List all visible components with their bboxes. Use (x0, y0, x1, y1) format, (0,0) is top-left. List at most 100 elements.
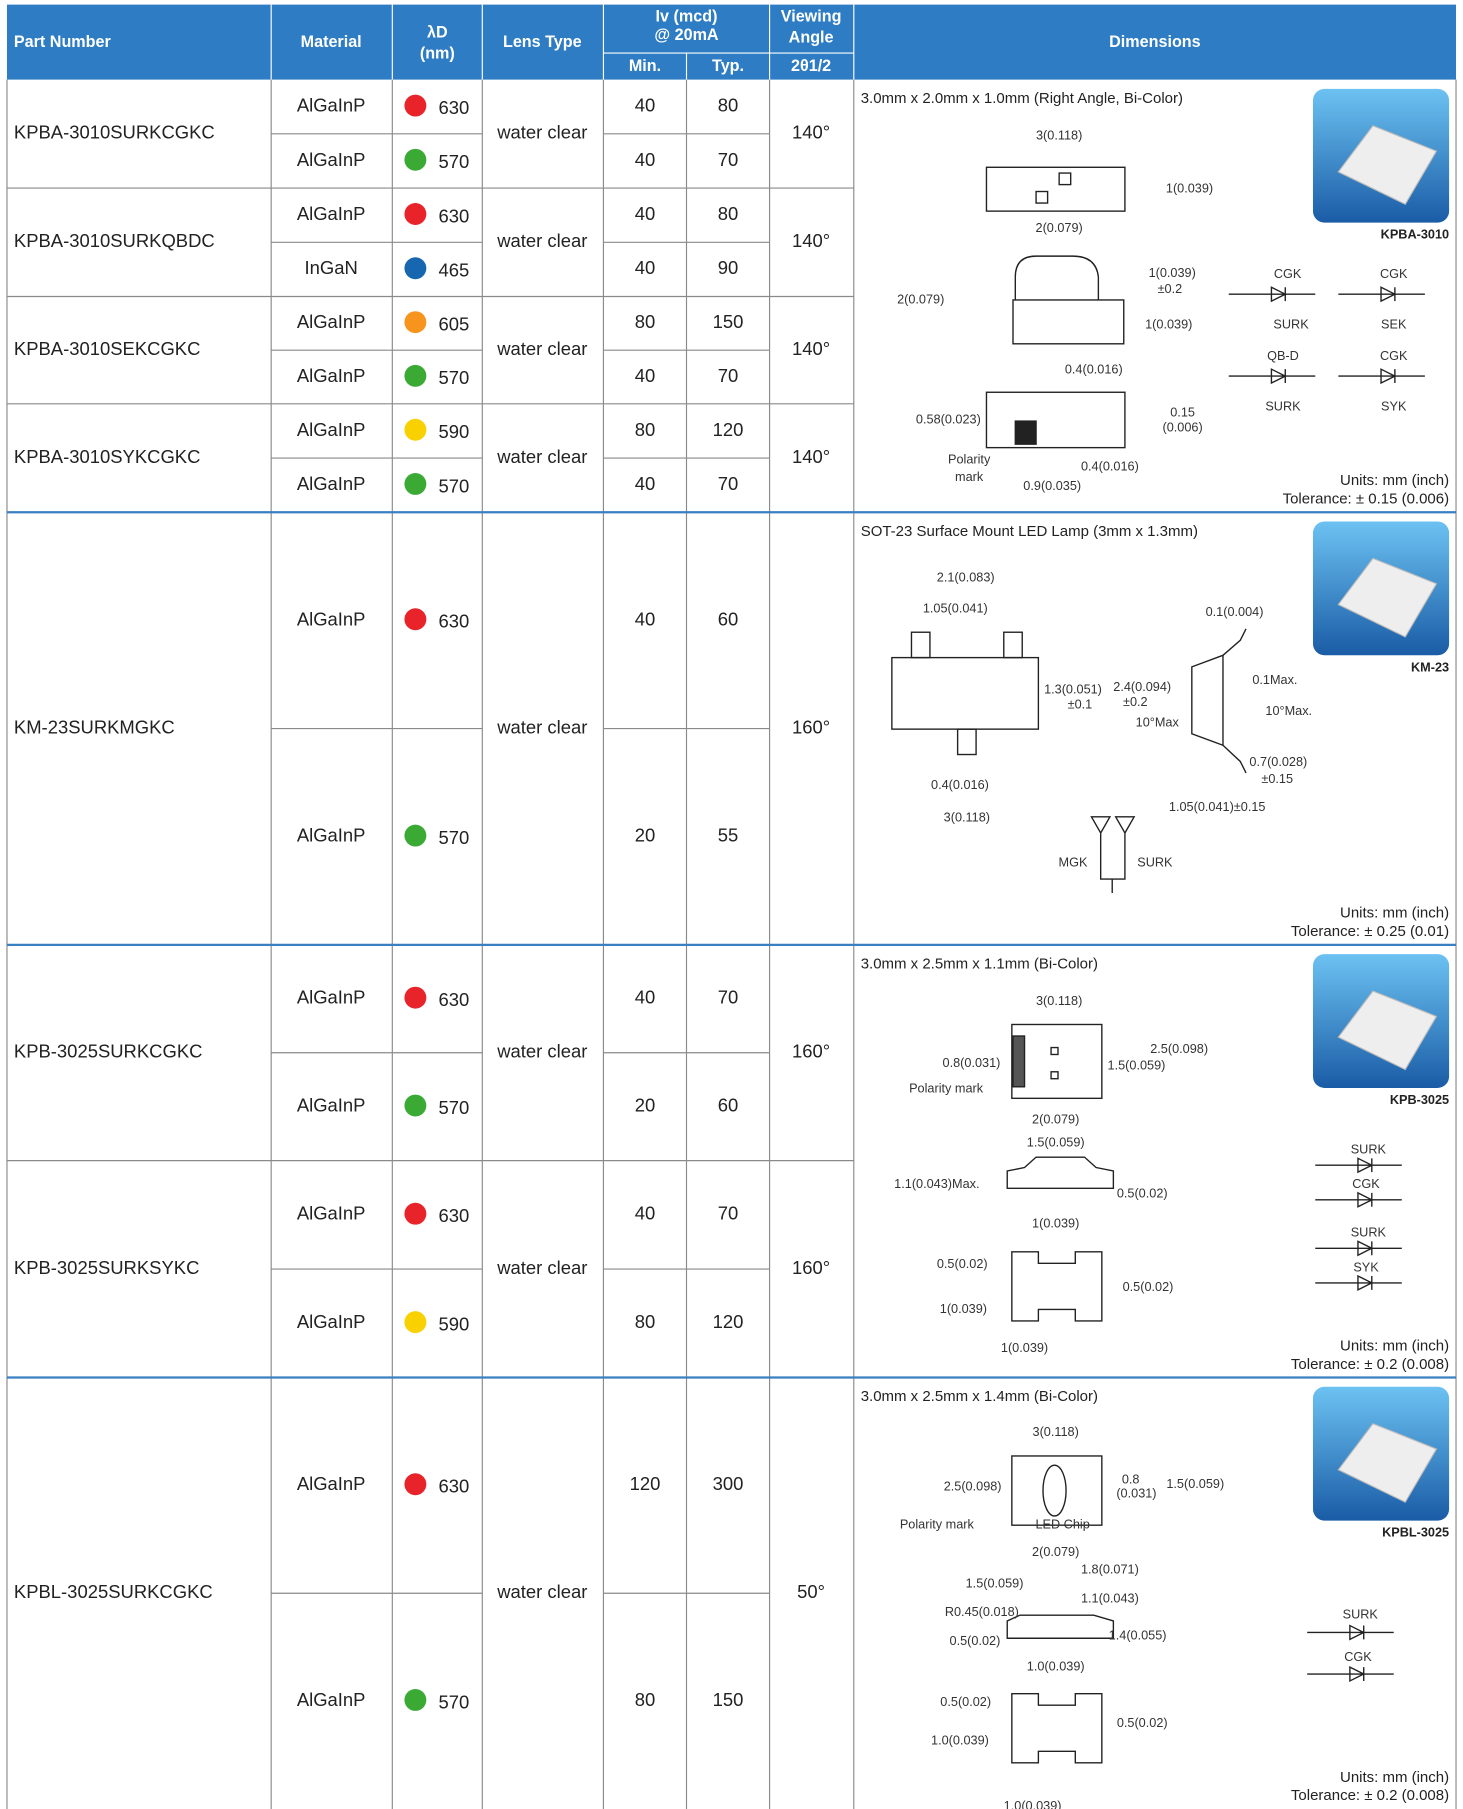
wavelength: 465 (438, 260, 469, 281)
iv-typ: 120 (713, 419, 744, 440)
dimension-label: CGK (1380, 267, 1408, 281)
color-dot (404, 257, 427, 280)
dimension-label: SYK (1381, 400, 1407, 414)
dimension-label: 0.5(0.02) (1117, 1186, 1168, 1200)
lens-type: water clear (496, 230, 587, 251)
viewing-angle: 140° (792, 122, 830, 143)
units: Units: mm (inch) (1340, 905, 1449, 922)
iv-min: 40 (635, 987, 656, 1008)
lens-type: water clear (496, 446, 587, 467)
color-dot (404, 1202, 427, 1225)
dimension-label: QB-D (1267, 349, 1299, 363)
dimension-label: 2(0.079) (897, 292, 944, 306)
dimension-label: CGK (1352, 1177, 1380, 1191)
wavelength: 630 (438, 611, 469, 632)
drawing-shape (956, 728, 977, 756)
tolerance: Tolerance: ± 0.25 (0.01) (1291, 923, 1449, 940)
dimension-label: 1.5(0.059) (1166, 1477, 1224, 1491)
lens-type: water clear (496, 716, 587, 737)
dimension-label: 0.1(0.004) (1206, 605, 1264, 619)
header: Typ. (712, 57, 744, 75)
iv-typ: 90 (718, 257, 739, 278)
iv-typ: 60 (718, 1095, 739, 1116)
header: λD (427, 24, 448, 42)
color-dot (404, 94, 427, 117)
header-bar (6, 4, 1457, 80)
dimension-label: 0.5(0.02) (937, 1257, 988, 1271)
viewing-angle: 160° (792, 716, 830, 737)
drawing-shape (1006, 1156, 1115, 1190)
iv-typ: 70 (718, 365, 739, 386)
dimension-label: SURK (1273, 318, 1309, 332)
dimension-label: ±0.2 (1158, 282, 1183, 296)
dimension-label: 10°Max. (1265, 704, 1312, 718)
material: AlGaInP (297, 149, 366, 170)
header: Dimensions (1109, 33, 1201, 51)
outline-drawing (891, 628, 1247, 893)
dimension-label: SURK (1343, 1608, 1379, 1622)
iv-typ: 80 (718, 95, 739, 116)
dimension-label: 0.8(0.031) (943, 1056, 1001, 1070)
product-caption: KM-23 (1411, 660, 1449, 674)
dimension-label: 3(0.118) (1033, 1425, 1079, 1439)
color-dot (404, 311, 427, 334)
diode-symbol (1228, 286, 1316, 303)
color-dot (404, 608, 427, 631)
units: Units: mm (inch) (1340, 1769, 1449, 1786)
dimension-label: 0.4(0.016) (1065, 363, 1123, 377)
drawing-shape (1222, 628, 1247, 774)
diode-symbol (1228, 368, 1316, 385)
dimension-label: MGK (1059, 855, 1088, 869)
header: 2θ1/2 (791, 57, 831, 75)
header: Part Number (14, 33, 112, 51)
dimension-label: CGK (1274, 267, 1302, 281)
material: AlGaInP (297, 1473, 366, 1494)
wavelength: 630 (438, 205, 469, 226)
material: AlGaInP (297, 95, 366, 116)
wavelength: 570 (438, 367, 469, 388)
dimension-label: Polarity mark (909, 1081, 984, 1095)
viewing-angle: 160° (792, 1257, 830, 1278)
dimension-label: 2(0.079) (1032, 1545, 1079, 1559)
dimension-label: R0.45(0.018) (945, 1605, 1019, 1619)
panel-title: 3.0mm x 2.5mm x 1.1mm (Bi-Color) (861, 955, 1098, 972)
dimension-label: 2.5(0.098) (1150, 1042, 1208, 1056)
header: (nm) (420, 44, 455, 62)
drawing-shape (1042, 1464, 1067, 1517)
dimension-label: 0.5(0.02) (1123, 1280, 1174, 1294)
dimension-label: Polarity (948, 453, 991, 467)
dimension-label: ±0.2 (1123, 695, 1148, 709)
iv-typ: 70 (718, 987, 739, 1008)
dimension-label: 0.5(0.02) (940, 1695, 991, 1709)
iv-min: 40 (635, 365, 656, 386)
material: InGaN (305, 257, 358, 278)
material: AlGaInP (297, 365, 366, 386)
drawing-shape (1058, 172, 1072, 186)
dimension-label: SURK (1351, 1226, 1387, 1240)
dimension-label: 1(0.039) (1001, 1341, 1048, 1355)
dimension-label: 1(0.039) (940, 1302, 987, 1316)
iv-typ: 70 (718, 1203, 739, 1224)
dimension-label: 1.05(0.041)±0.15 (1169, 800, 1266, 814)
diode-symbol (1315, 1274, 1402, 1291)
dimension-label: 2.4(0.094) (1113, 680, 1171, 694)
part-number: KPB-3025SURKSYKC (14, 1257, 199, 1278)
dimension-label: 3(0.118) (944, 810, 990, 824)
dimension-label: CGK (1380, 349, 1408, 363)
iv-min: 80 (635, 311, 656, 332)
material: AlGaInP (297, 419, 366, 440)
header: @ 20mA (654, 26, 719, 44)
product-caption: KPBL-3025 (1382, 1526, 1449, 1540)
drawing-shape (1014, 255, 1100, 300)
color-dot (404, 824, 427, 847)
iv-typ: 300 (713, 1473, 744, 1494)
wavelength: 630 (438, 989, 469, 1010)
product-body (1337, 557, 1438, 638)
wavelength: 590 (438, 421, 469, 442)
iv-min: 80 (635, 419, 656, 440)
product-body (1337, 1422, 1438, 1503)
dimension-label: 1.5(0.059) (1108, 1058, 1166, 1072)
dimension-label: 3(0.118) (1036, 128, 1082, 142)
dimension-label: 0.15 (1170, 405, 1195, 419)
